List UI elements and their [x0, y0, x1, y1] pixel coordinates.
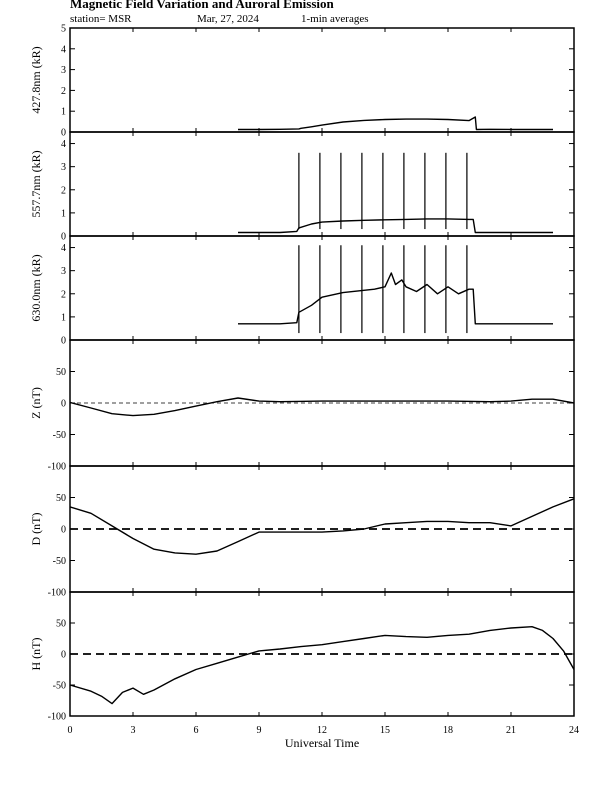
x-tick-label: 24: [569, 725, 579, 736]
y-tick-label: 1: [61, 312, 66, 323]
series-line-6: [69, 626, 575, 705]
series-line-5: [69, 498, 575, 555]
y-tick-label: 0: [61, 650, 66, 661]
y-tick-label: 3: [61, 162, 66, 173]
y-tick-label: 3: [61, 266, 66, 277]
chart-title: Magnetic Field Variation and Auroral Emi…: [70, 0, 334, 11]
y-tick-label: 4: [61, 243, 66, 254]
y-axis-label: 427.8nm (kR): [29, 46, 43, 113]
x-tick-label: 9: [257, 725, 262, 736]
y-axis-label: 630.0nm (kR): [29, 254, 43, 321]
y-tick-label: 2: [61, 289, 66, 300]
y-tick-label: -50: [53, 430, 66, 441]
x-tick-label: 18: [443, 725, 453, 736]
series-line-1: [238, 116, 553, 131]
y-tick-label: 4: [61, 44, 66, 55]
y-axis-label: Z (nT): [29, 387, 43, 419]
y-tick-label: 0: [61, 128, 66, 139]
y-tick-label: 2: [61, 86, 66, 97]
y-axis-label: D (nT): [29, 513, 43, 546]
station-label: station= MSR: [70, 13, 132, 25]
averaging-label: 1-min averages: [301, 13, 369, 25]
y-tick-label: 4: [61, 139, 66, 150]
y-tick-label: -100: [48, 588, 66, 599]
y-tick-label: 0: [61, 525, 66, 536]
panel-frame-2: [69, 131, 575, 237]
x-axis-label: Universal Time: [285, 736, 359, 750]
y-tick-label: 3: [61, 65, 66, 76]
series-line-2: [238, 218, 553, 234]
y-tick-label: -50: [53, 681, 66, 692]
y-tick-label: 0: [61, 399, 66, 410]
y-tick-label: 5: [61, 24, 66, 35]
y-tick-label: 1: [61, 107, 66, 118]
x-tick-label: 0: [68, 725, 73, 736]
date-label: Mar, 27, 2024: [197, 13, 259, 25]
y-tick-label: 0: [61, 232, 66, 243]
y-tick-label: -100: [48, 712, 66, 723]
x-tick-label: 3: [131, 725, 136, 736]
y-tick-label: 50: [56, 493, 66, 504]
x-tick-label: 21: [506, 725, 516, 736]
y-axis-label: 557.7nm (kR): [29, 150, 43, 217]
x-tick-label: 12: [317, 725, 327, 736]
y-tick-label: 50: [56, 619, 66, 630]
y-tick-label: 0: [61, 336, 66, 347]
x-tick-label: 6: [194, 725, 199, 736]
y-tick-label: -100: [48, 462, 66, 473]
y-axis-label: H (nT): [29, 638, 43, 671]
y-tick-label: -50: [53, 556, 66, 567]
y-tick-label: 50: [56, 367, 66, 378]
x-tick-label: 15: [380, 725, 390, 736]
series-line-4: [69, 397, 575, 417]
y-tick-label: 1: [61, 208, 66, 219]
series-line-3: [238, 272, 553, 325]
y-tick-label: 2: [61, 185, 66, 196]
panel-frame-1: [69, 27, 575, 133]
